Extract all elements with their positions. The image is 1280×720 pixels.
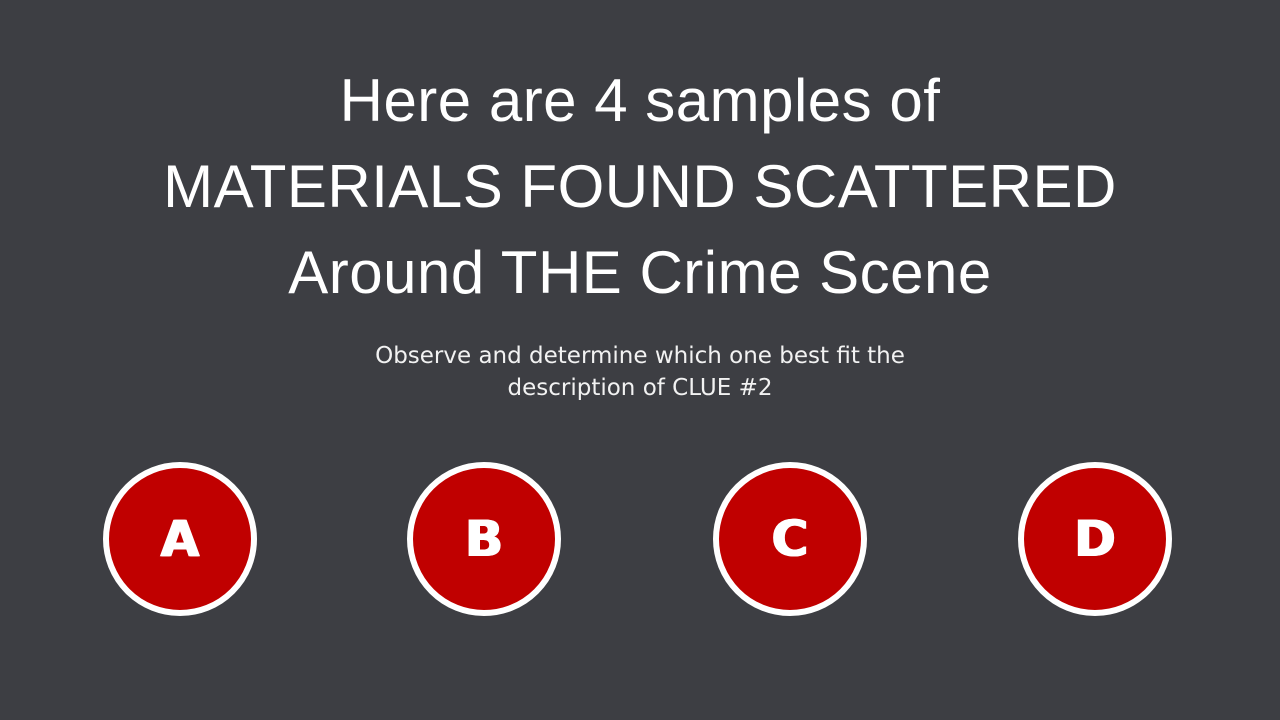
- title-line-2: MATERIALS FOUND SCATTERED: [163, 153, 1117, 220]
- slide-subtitle: Observe and determine which one best fit…: [290, 340, 990, 404]
- option-b-label: B: [464, 510, 504, 568]
- option-a-button[interactable]: A: [103, 462, 257, 616]
- option-d-button[interactable]: D: [1018, 462, 1172, 616]
- option-b-button[interactable]: B: [407, 462, 561, 616]
- subtitle-line-1: Observe and determine which one best fit…: [375, 343, 905, 369]
- option-d-label: D: [1074, 510, 1116, 568]
- title-line-3: Around THE Crime Scene: [288, 239, 992, 306]
- option-c-label: C: [771, 510, 809, 568]
- option-a-label: A: [160, 510, 200, 568]
- title-line-1: Here are 4 samples of: [339, 67, 941, 134]
- subtitle-line-2: description of CLUE #2: [507, 375, 773, 401]
- slide-title: Here are 4 samples of MATERIALS FOUND SC…: [140, 58, 1140, 316]
- option-c-button[interactable]: C: [713, 462, 867, 616]
